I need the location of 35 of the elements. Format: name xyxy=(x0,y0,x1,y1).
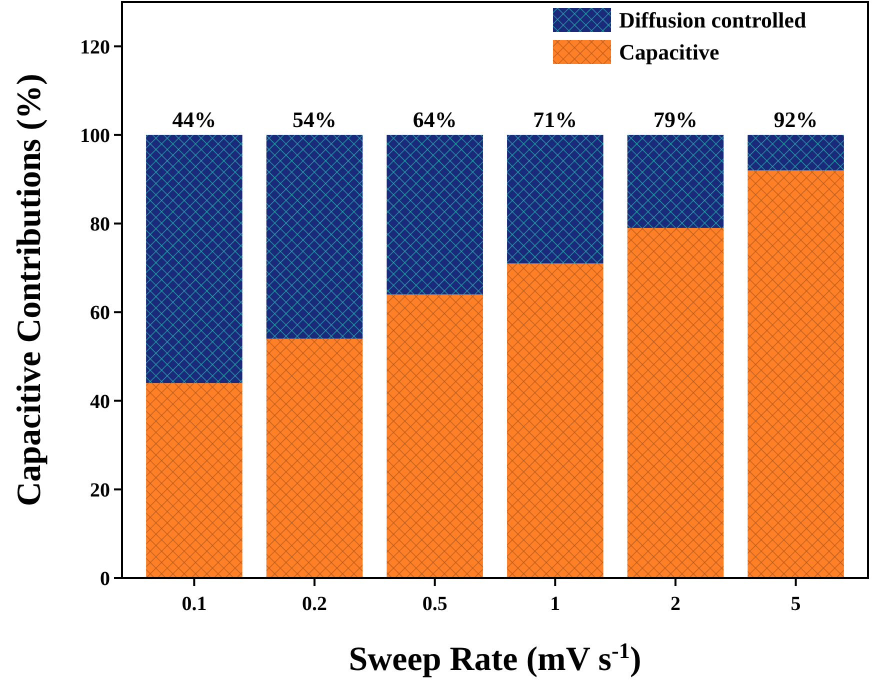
y-tick-label: 120 xyxy=(80,36,110,58)
bar xyxy=(748,170,844,578)
annotation: 79% xyxy=(653,106,698,132)
x-tick-label: 0.5 xyxy=(422,593,448,615)
bar xyxy=(507,134,604,264)
y-tick-label: 0 xyxy=(100,568,110,590)
bar xyxy=(748,134,844,170)
y-tick-label: 60 xyxy=(90,302,110,324)
bar xyxy=(386,294,483,578)
annotation: 44% xyxy=(172,106,216,132)
x-tick-label: 0.2 xyxy=(302,593,328,615)
annotation: 92% xyxy=(774,106,818,132)
annotation: 54% xyxy=(292,106,337,132)
bar xyxy=(146,134,242,384)
annotation: 64% xyxy=(412,106,457,132)
bar xyxy=(627,134,724,228)
bar xyxy=(266,134,363,339)
bar xyxy=(266,338,363,578)
x-tick-label: 0.1 xyxy=(182,593,207,615)
bar xyxy=(507,263,604,578)
y-axis-title: Capacitive Contributions (%) xyxy=(11,74,48,506)
bar xyxy=(627,228,724,578)
x-tick-label: 1 xyxy=(550,593,560,615)
y-tick-label: 100 xyxy=(80,124,110,147)
bar xyxy=(146,383,242,578)
legend-label: Capacitive xyxy=(619,40,720,65)
y-tick-label: 80 xyxy=(90,214,110,236)
x-tick-label: 2 xyxy=(670,593,680,615)
x-tick-label: 5 xyxy=(790,593,801,615)
y-tick-label: 40 xyxy=(90,390,110,413)
bar xyxy=(386,134,483,294)
y-tick-label: 20 xyxy=(90,479,110,502)
legend-label: Diffusion controlled xyxy=(619,8,806,33)
x-axis-title: Sweep Rate (mV s$^{-1}$) xyxy=(348,638,642,678)
annotation: 71% xyxy=(533,106,578,132)
